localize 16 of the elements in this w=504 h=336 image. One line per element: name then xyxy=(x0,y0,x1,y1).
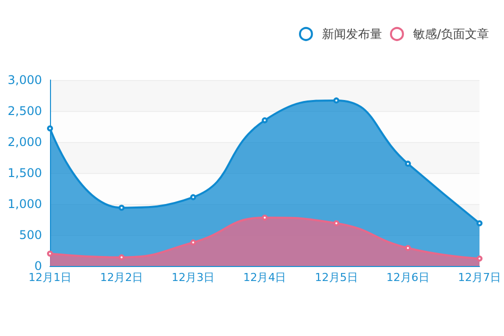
y-tick-label: 0 xyxy=(34,259,42,273)
y-tick-label: 2,000 xyxy=(8,135,42,149)
y-tick-label: 2,500 xyxy=(8,104,42,118)
y-tick-label: 1,000 xyxy=(8,197,42,211)
legend-label: 新闻发布量 xyxy=(322,27,382,41)
legend-label: 敏感/负面文章 xyxy=(412,27,490,41)
x-tick-label: 12月6日 xyxy=(386,271,430,284)
x-tick-label: 12月3日 xyxy=(172,271,215,284)
y-tick-label: 1,500 xyxy=(8,166,42,180)
y-tick-label: 3,000 xyxy=(8,73,42,87)
x-tick-label: 12月1日 xyxy=(28,271,72,284)
x-tick-label: 12月2日 xyxy=(100,271,144,284)
x-tick-label: 12月7日 xyxy=(458,271,501,284)
x-tick-label: 12月4日 xyxy=(243,271,286,284)
y-tick-label: 500 xyxy=(19,228,42,242)
x-tick-label: 12月5日 xyxy=(314,271,358,284)
